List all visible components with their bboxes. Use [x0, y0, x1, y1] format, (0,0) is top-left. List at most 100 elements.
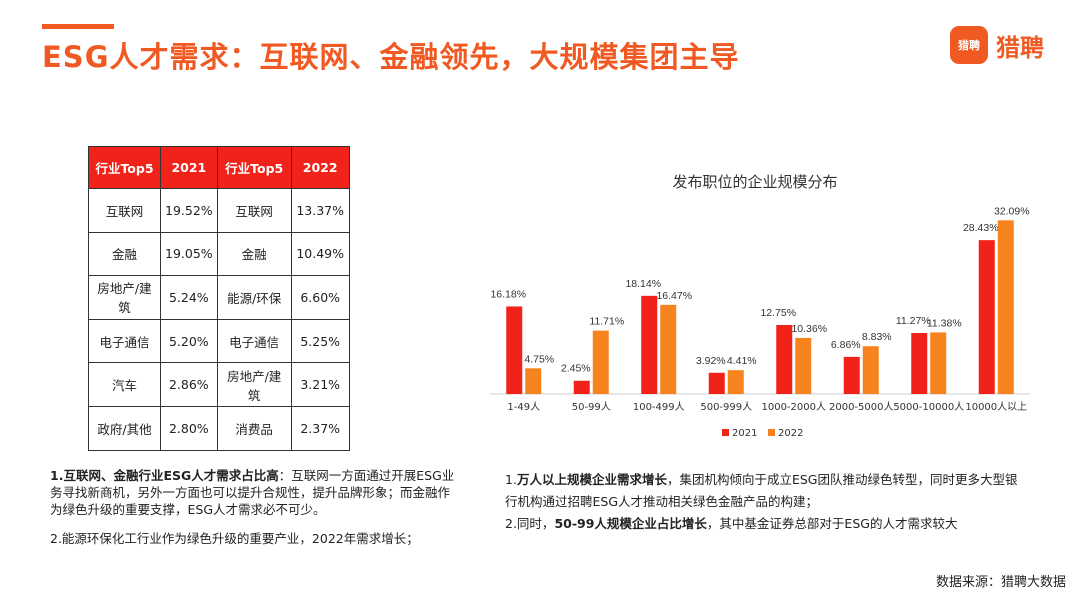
- bar-2022-8: [997, 220, 1014, 394]
- x-tick-label: 1000-2000人: [761, 401, 826, 413]
- bar-2021-3: [641, 295, 658, 394]
- right-notes: 1.万人以上规模企业需求增长，集团机构倾向于成立ESG团队推动绿色转型，同时更多…: [505, 469, 1025, 535]
- table-cell: 金融: [216, 231, 292, 277]
- x-tick-label: 500-999人: [700, 401, 752, 413]
- table-cell: 5.25%: [290, 318, 350, 364]
- x-tick-label: 5000-10000人: [893, 401, 964, 413]
- left-note-2: 2.能源环保化工行业作为绿色升级的重要产业，2022年需求增长；: [50, 531, 419, 546]
- table-header-cell: 2022: [290, 146, 350, 189]
- table-header-cell: 行业Top5: [88, 146, 161, 189]
- table-cell: 2.86%: [160, 362, 218, 407]
- table-row: 金融 19.05% 金融 10.49%: [88, 231, 350, 277]
- table-cell: 5.24%: [160, 275, 218, 320]
- x-tick-label: 10000人以上: [965, 401, 1027, 413]
- x-tick-label: 50-99人: [572, 401, 611, 413]
- bar-2021-4: [708, 372, 725, 394]
- table-cell: 10.49%: [290, 231, 350, 277]
- liepin-logo-icon: 猎聘: [950, 26, 988, 64]
- legend-swatch-2022: [768, 429, 775, 436]
- right-note-1-prefix: 1.: [505, 472, 517, 487]
- data-label-2021-6: 6.86%: [831, 339, 861, 351]
- table-cell: 电子通信: [216, 318, 292, 364]
- right-note-1-highlight: 万人以上规模企业需求增长: [516, 472, 667, 487]
- table-row: 互联网 19.52% 互联网 13.37%: [88, 188, 350, 233]
- x-tick-label: 2000-5000人: [829, 401, 894, 413]
- right-note-2-prefix: 2.同时，: [505, 516, 555, 531]
- data-label-2021-5: 12.75%: [760, 307, 796, 319]
- table-row: 房地产/建筑 5.24% 能源/环保 6.60%: [88, 275, 350, 320]
- table-cell: 政府/其他: [88, 405, 161, 451]
- data-label-2021-4: 3.92%: [696, 355, 726, 367]
- logo-text: 猎聘: [996, 33, 1044, 62]
- right-note-2-text: ，其中基金证券总部对于ESG的人才需求较大: [706, 516, 958, 531]
- left-note-1-highlight: 1.互联网、金融行业ESG人才需求占比高: [50, 468, 279, 483]
- legend-label-2022: 2022: [778, 428, 803, 439]
- data-label-2022-6: 8.83%: [862, 331, 892, 343]
- table-cell: 13.37%: [290, 188, 350, 233]
- data-label-2022-4: 4.41%: [727, 355, 757, 367]
- legend-swatch-2021: [722, 429, 729, 436]
- bar-2021-8: [978, 240, 995, 394]
- table-cell: 互联网: [88, 188, 161, 233]
- bar-2021-5: [776, 325, 793, 394]
- table-header-row: 行业Top5 2021 行业Top5 2022: [88, 146, 350, 189]
- x-tick-label: 100-499人: [633, 401, 685, 413]
- table-row: 汽车 2.86% 房地产/建筑 3.21%: [88, 362, 350, 407]
- bar-2021-2: [573, 380, 590, 394]
- company-size-bar-chart: 16.18%4.75%1-49人2.45%11.71%50-99人18.14%1…: [490, 205, 1030, 439]
- table-cell: 电子通信: [88, 318, 161, 364]
- data-label-2022-7: 11.38%: [927, 317, 962, 329]
- table-cell: 19.52%: [160, 188, 218, 233]
- table-cell: 6.60%: [290, 275, 350, 320]
- x-tick-label: 1-49人: [507, 401, 540, 413]
- table-row: 电子通信 5.20% 电子通信 5.25%: [88, 318, 350, 364]
- brand-logo: 猎聘 猎聘: [950, 26, 1044, 64]
- table-cell: 房地产/建筑: [88, 275, 161, 320]
- right-note-2: 2.同时，50-99人规模企业占比增长，其中基金证券总部对于ESG的人才需求较大: [505, 513, 1025, 535]
- data-label-2022-3: 16.47%: [656, 290, 692, 302]
- data-label-2021-3: 18.14%: [625, 278, 661, 290]
- title-accent-bar: [42, 24, 114, 29]
- table-cell: 金融: [88, 231, 161, 277]
- table-cell: 互联网: [216, 188, 292, 233]
- data-source: 数据来源：猎聘大数据: [935, 575, 1066, 590]
- left-note-1-text: ：互联网一方面通过开展ESG业务寻找新商机，另外一方面也可以提升合规性，提升品牌…: [50, 468, 455, 517]
- table-cell: 房地产/建筑: [216, 362, 292, 407]
- bar-2022-4: [727, 370, 744, 394]
- bar-2022-6: [862, 346, 879, 394]
- table-cell: 汽车: [88, 362, 161, 407]
- data-label-2021-8: 28.43%: [963, 222, 999, 234]
- data-label-2021-1: 16.18%: [490, 288, 526, 300]
- bar-2022-7: [930, 332, 947, 394]
- table-header-cell: 2021: [160, 146, 218, 189]
- bar-2022-3: [660, 304, 677, 394]
- table-row: 政府/其他 2.80% 消费品 2.37%: [88, 405, 350, 451]
- industry-top5-table: 行业Top5 2021 行业Top5 2022 互联网 19.52% 互联网 1…: [88, 146, 350, 451]
- right-note-1: 1.万人以上规模企业需求增长，集团机构倾向于成立ESG团队推动绿色转型，同时更多…: [505, 469, 1025, 513]
- right-note-2-highlight: 50-99人规模企业占比增长: [554, 516, 707, 531]
- table-cell: 消费品: [216, 405, 292, 451]
- left-notes: 1.互联网、金融行业ESG人才需求占比高：互联网一方面通过开展ESG业务寻找新商…: [50, 467, 458, 559]
- data-label-2021-7: 11.27%: [896, 315, 931, 327]
- left-note-1: 1.互联网、金融行业ESG人才需求占比高：互联网一方面通过开展ESG业务寻找新商…: [50, 467, 458, 518]
- data-label-2022-2: 11.71%: [589, 316, 624, 328]
- table-cell: 19.05%: [160, 231, 218, 277]
- table-cell: 2.80%: [160, 405, 218, 451]
- bar-2022-5: [795, 337, 812, 394]
- right-note-1-text: ，集团机构倾向于成立ESG团队推动绿色转型，同时更多大型银行机构通过招聘ESG人…: [505, 472, 1018, 509]
- bar-2021-7: [911, 333, 928, 394]
- bar-2022-1: [525, 368, 542, 394]
- chart-title: 发布职位的企业规模分布: [672, 173, 838, 191]
- data-label-2022-1: 4.75%: [524, 353, 554, 365]
- bar-2021-6: [843, 356, 860, 394]
- data-label-2022-5: 10.36%: [791, 323, 827, 335]
- bar-2022-2: [592, 330, 609, 394]
- legend-label-2021: 2021: [732, 428, 757, 439]
- table-cell: 3.21%: [290, 362, 350, 407]
- table-cell: 能源/环保: [216, 275, 292, 320]
- table-cell: 5.20%: [160, 318, 218, 364]
- table-cell: 2.37%: [290, 405, 350, 451]
- bar-2021-1: [506, 306, 523, 394]
- table-header-cell: 行业Top5: [216, 146, 292, 189]
- data-label-2022-8: 32.09%: [994, 205, 1030, 217]
